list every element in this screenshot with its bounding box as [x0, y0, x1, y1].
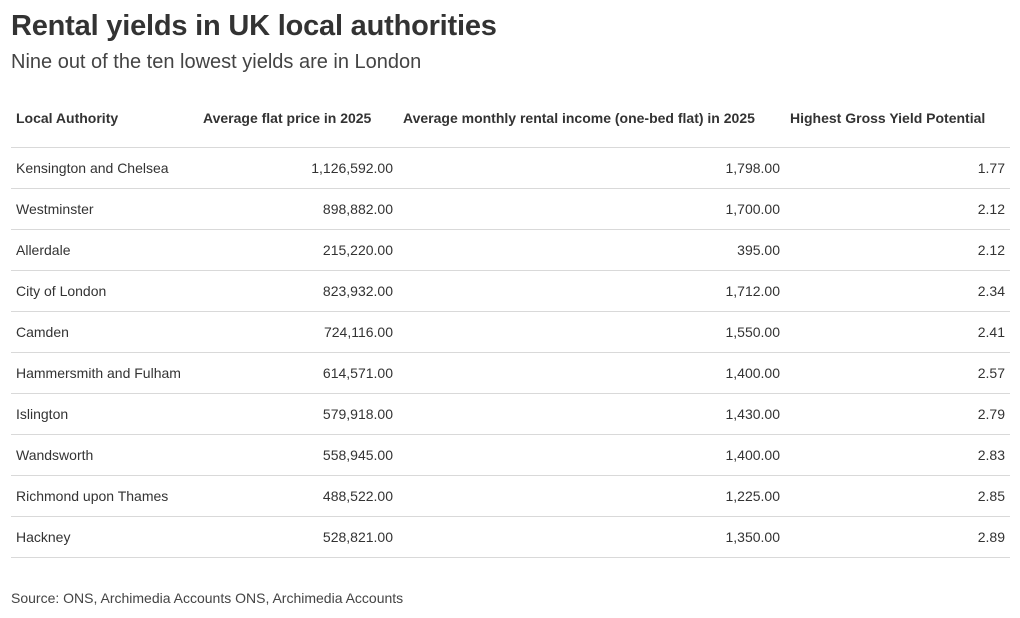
local-authority-cell: Islington — [11, 393, 198, 435]
local-authority-cell: Kensington and Chelsea — [11, 147, 198, 189]
gross-yield-cell: 2.34 — [785, 270, 1010, 312]
table-row: Wandsworth 558,945.00 1,400.00 2.83 — [11, 434, 1010, 476]
flat-price-cell: 898,882.00 — [198, 188, 398, 230]
local-authority-cell: Hammersmith and Fulham — [11, 352, 198, 394]
gross-yield-cell: 2.57 — [785, 352, 1010, 394]
flat-price-cell: 1,126,592.00 — [198, 147, 398, 189]
table-row: Westminster 898,882.00 1,700.00 2.12 — [11, 188, 1010, 230]
flat-price-cell: 215,220.00 — [198, 229, 398, 271]
flat-price-cell: 724,116.00 — [198, 311, 398, 353]
rental-income-cell: 1,430.00 — [398, 393, 785, 435]
rental-income-cell: 1,550.00 — [398, 311, 785, 353]
table-body: Kensington and Chelsea 1,126,592.00 1,798.… — [11, 147, 1010, 558]
flat-price-cell: 614,571.00 — [198, 352, 398, 394]
column-header-0: Local Authority — [11, 90, 198, 148]
flat-price-cell: 823,932.00 — [198, 270, 398, 312]
table-row: Allerdale 215,220.00 395.00 2.12 — [11, 229, 1010, 271]
table-row: City of London 823,932.00 1,712.00 2.34 — [11, 270, 1010, 312]
rental-income-cell: 1,350.00 — [398, 516, 785, 558]
table-header-row: Local Authority Average flat price in 202… — [11, 90, 1010, 148]
flat-price-cell: 558,945.00 — [198, 434, 398, 476]
rental-income-cell: 395.00 — [398, 229, 785, 271]
gross-yield-cell: 2.12 — [785, 188, 1010, 230]
table-row: Kensington and Chelsea 1,126,592.00 1,798.… — [11, 147, 1010, 189]
rental-income-cell: 1,798.00 — [398, 147, 785, 189]
local-authority-cell: Hackney — [11, 516, 198, 558]
gross-yield-cell: 2.85 — [785, 475, 1010, 517]
local-authority-cell: Wandsworth — [11, 434, 198, 476]
source-note: Source: ONS, Archimedia Accounts ONS, Ar… — [11, 590, 404, 606]
flat-price-cell: 488,522.00 — [198, 475, 398, 517]
chart-subtitle: Nine out of the ten lowest yields are in… — [11, 51, 422, 73]
local-authority-cell: City of London — [11, 270, 198, 312]
table-row: Hammersmith and Fulham 614,571.00 1,400.00… — [11, 352, 1010, 394]
table-row: Richmond upon Thames 488,522.00 1,225.00 2.… — [11, 475, 1010, 517]
chart-title: Rental yields in UK local authorities — [11, 10, 497, 42]
rental-income-cell: 1,225.00 — [398, 475, 785, 517]
local-authority-cell: Westminster — [11, 188, 198, 230]
yields-table: Local Authority Average flat price in 202… — [11, 90, 1010, 558]
table-row: Hackney 528,821.00 1,350.00 2.89 — [11, 516, 1010, 558]
gross-yield-cell: 2.79 — [785, 393, 1010, 435]
rental-income-cell: 1,700.00 — [398, 188, 785, 230]
local-authority-cell: Richmond upon Thames — [11, 475, 198, 517]
table-row: Camden 724,116.00 1,550.00 2.41 — [11, 311, 1010, 353]
local-authority-cell: Camden — [11, 311, 198, 353]
column-header-1: Average flat price in 2025 — [198, 90, 398, 148]
rental-income-cell: 1,400.00 — [398, 352, 785, 394]
gross-yield-cell: 1.77 — [785, 147, 1010, 189]
local-authority-cell: Allerdale — [11, 229, 198, 271]
flat-price-cell: 579,918.00 — [198, 393, 398, 435]
gross-yield-cell: 2.12 — [785, 229, 1010, 271]
table-row: Islington 579,918.00 1,430.00 2.79 — [11, 393, 1010, 435]
gross-yield-cell: 2.41 — [785, 311, 1010, 353]
rental-income-cell: 1,400.00 — [398, 434, 785, 476]
table-header: Local Authority Average flat price in 202… — [11, 90, 1010, 148]
gross-yield-cell: 2.83 — [785, 434, 1010, 476]
column-header-3: Highest Gross Yield Potential — [785, 90, 1010, 148]
flat-price-cell: 528,821.00 — [198, 516, 398, 558]
gross-yield-cell: 2.89 — [785, 516, 1010, 558]
rental-income-cell: 1,712.00 — [398, 270, 785, 312]
column-header-2: Average monthly rental income (one-bed f… — [398, 90, 785, 148]
